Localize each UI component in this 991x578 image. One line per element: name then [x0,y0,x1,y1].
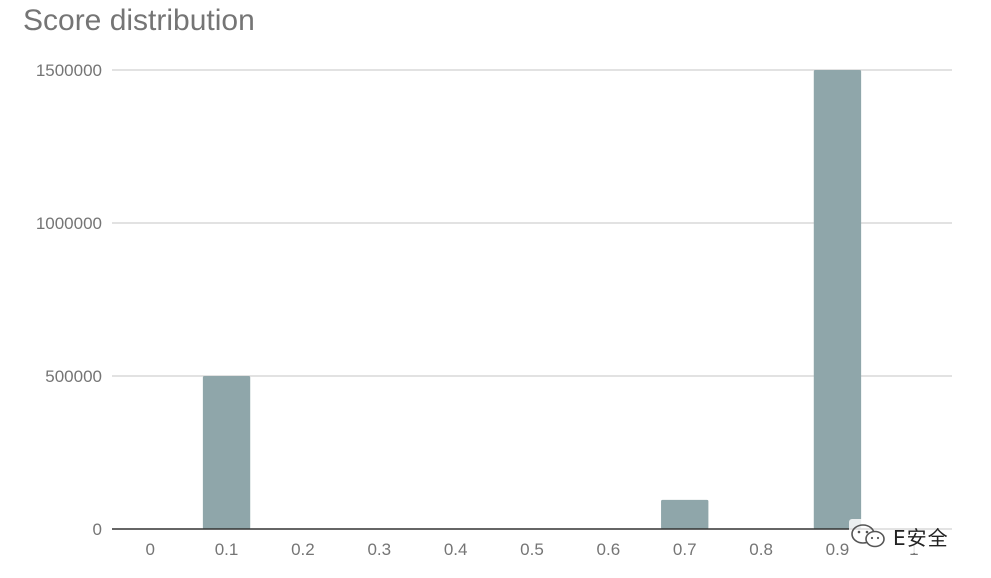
y-tick-label: 1500000 [36,61,102,80]
x-tick-label: 0.3 [367,540,391,559]
y-tick-label: 1000000 [36,214,102,233]
x-tick-label: 0.4 [444,540,468,559]
x-tick-label: 0 [145,540,154,559]
bar [202,376,251,529]
bar [661,499,709,529]
x-tick-label: 0.6 [597,540,621,559]
x-tick-label: 0.5 [520,540,544,559]
x-tick-label: 0.8 [749,540,773,559]
chart-title: Score distribution [23,4,255,37]
bar [813,70,862,529]
x-tick-label: 0.2 [291,540,315,559]
y-tick-label: 500000 [45,367,102,386]
x-tick-label: 0.7 [673,540,697,559]
wechat-icon [851,524,885,548]
watermark: E安全 [849,519,961,553]
x-tick-label: 0.1 [215,540,239,559]
y-tick-label: 0 [93,520,102,539]
watermark-text: E安全 [893,525,949,550]
x-tick-label: 0.9 [826,540,850,559]
